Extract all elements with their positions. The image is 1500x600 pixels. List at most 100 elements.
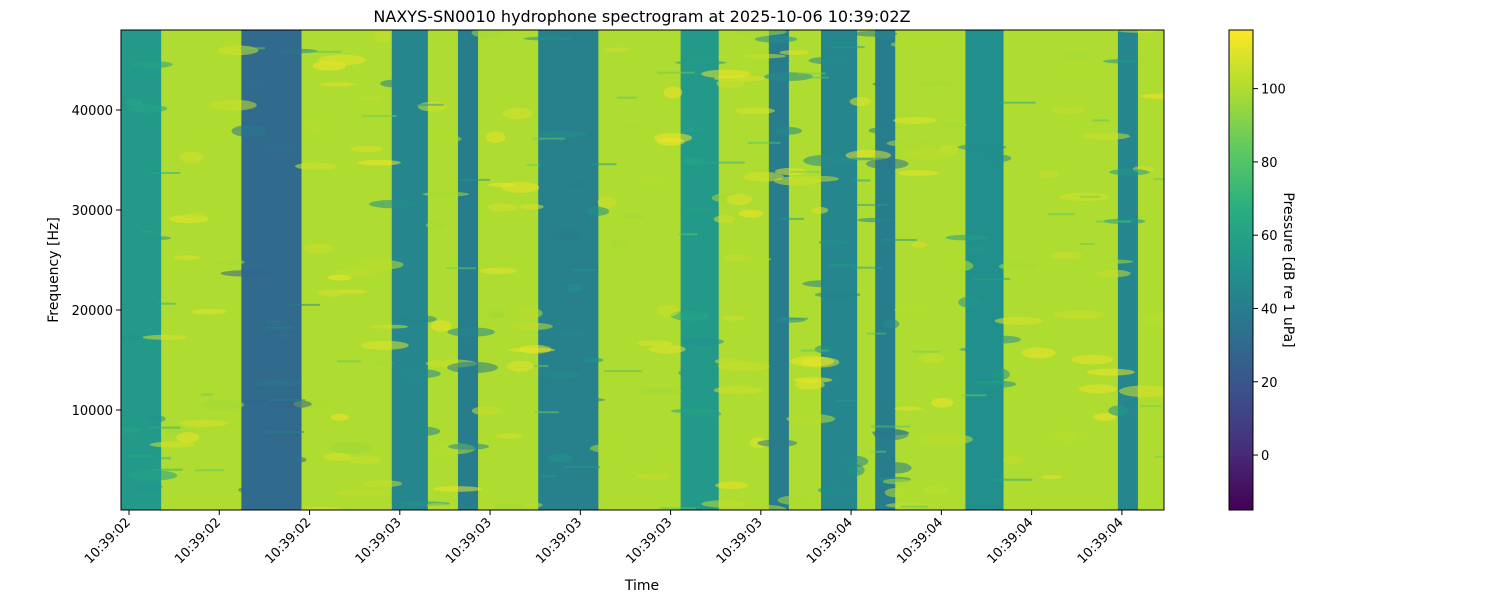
texture-blob: [176, 431, 200, 443]
texture-blob: [426, 221, 446, 229]
texture-streak: [266, 326, 293, 329]
texture-blob: [874, 30, 896, 40]
x-tick-label: 10:39:04: [1075, 515, 1127, 567]
texture-blob: [736, 30, 787, 36]
texture-blob: [742, 256, 772, 262]
low-level-band-1: [241, 30, 302, 510]
texture-blob: [494, 503, 527, 510]
texture-blob: [300, 507, 343, 510]
texture-blob: [395, 314, 437, 324]
texture-streak: [870, 425, 911, 428]
texture-blob: [145, 414, 166, 423]
texture-blob: [868, 127, 887, 134]
texture-blob: [945, 234, 989, 241]
texture-blob: [638, 388, 682, 395]
texture-blob: [1096, 269, 1131, 278]
texture-blob: [471, 30, 503, 38]
texture-blob: [582, 357, 603, 363]
texture-blob: [663, 86, 683, 99]
texture-blob: [330, 413, 349, 421]
texture-blob: [678, 368, 717, 378]
texture-blob: [716, 78, 745, 89]
x-tick-label: 10:39:02: [82, 515, 134, 567]
texture-blob: [656, 137, 685, 146]
texture-streak: [855, 203, 888, 206]
low-level-band-6: [768, 30, 789, 510]
texture-blob: [958, 296, 983, 308]
texture-blob: [620, 214, 644, 219]
texture-blob: [884, 487, 907, 498]
texture-blob: [561, 397, 606, 402]
texture-blob: [275, 333, 294, 338]
texture-blob: [998, 262, 1038, 271]
texture-streak: [975, 381, 1006, 384]
texture-blob: [426, 503, 449, 508]
texture-blob: [1050, 251, 1083, 260]
x-tick-label: 10:39:02: [172, 515, 224, 567]
texture-blob: [447, 361, 498, 374]
texture-blob: [757, 439, 798, 447]
texture-blob: [566, 283, 584, 292]
texture-blob: [422, 191, 470, 197]
texture-streak: [656, 71, 695, 74]
texture-blob: [713, 386, 763, 395]
texture-blob: [720, 315, 746, 321]
texture-streak: [779, 317, 809, 320]
texture-streak: [150, 171, 181, 174]
texture-streak: [829, 264, 857, 267]
texture-streak: [1154, 455, 1164, 458]
texture-blob: [795, 380, 825, 390]
texture-blob: [825, 294, 847, 300]
texture-blob: [417, 101, 447, 112]
texture-streak: [534, 411, 559, 414]
texture-blob: [966, 245, 988, 255]
texture-blob: [866, 158, 909, 170]
texture-blob: [1078, 384, 1118, 394]
texture-blob: [918, 353, 945, 364]
texture-blob: [479, 267, 517, 275]
texture-blob: [786, 413, 836, 424]
texture-blob: [506, 360, 535, 372]
texture-blob: [939, 122, 968, 128]
texture-blob: [519, 344, 552, 354]
texture-blob: [138, 235, 172, 241]
texture-blob: [270, 399, 312, 409]
low-level-band-9: [965, 30, 1004, 510]
texture-streak: [532, 137, 565, 140]
texture-blob: [894, 406, 922, 411]
texture-blob: [142, 334, 188, 340]
texture-streak: [526, 164, 540, 167]
texture-blob: [713, 215, 736, 224]
texture-streak: [912, 350, 941, 353]
texture-blob: [523, 36, 573, 41]
low-level-band-2: [391, 30, 428, 510]
texture-blob: [849, 96, 871, 107]
x-tick-label: 10:39:03: [624, 515, 676, 567]
texture-streak: [808, 76, 829, 79]
texture-blob: [399, 369, 441, 379]
texture-blob: [380, 79, 406, 88]
texture-streak: [851, 179, 871, 182]
x-tick-label: 10:39:03: [443, 515, 495, 567]
texture-blob: [179, 151, 204, 163]
texture-blob: [149, 441, 196, 448]
texture-blob: [537, 130, 588, 138]
texture-blob: [737, 285, 759, 295]
colorbar-tick-label: 80: [1261, 156, 1278, 171]
texture-blob: [1053, 310, 1104, 320]
texture-blob: [337, 289, 367, 294]
texture-blob: [1108, 405, 1129, 416]
texture-blob: [487, 182, 515, 187]
texture-blob: [495, 433, 523, 439]
texture-streak: [590, 163, 617, 166]
texture-blob: [1021, 347, 1056, 359]
texture-blob: [1142, 313, 1164, 324]
texture-streak: [705, 161, 745, 164]
texture-streak: [973, 277, 1010, 280]
texture-blob: [726, 193, 752, 206]
texture-blob: [777, 495, 821, 506]
x-tick-label: 10:39:04: [894, 515, 946, 567]
texture-blob: [320, 82, 357, 87]
texture-blob: [1151, 324, 1164, 333]
